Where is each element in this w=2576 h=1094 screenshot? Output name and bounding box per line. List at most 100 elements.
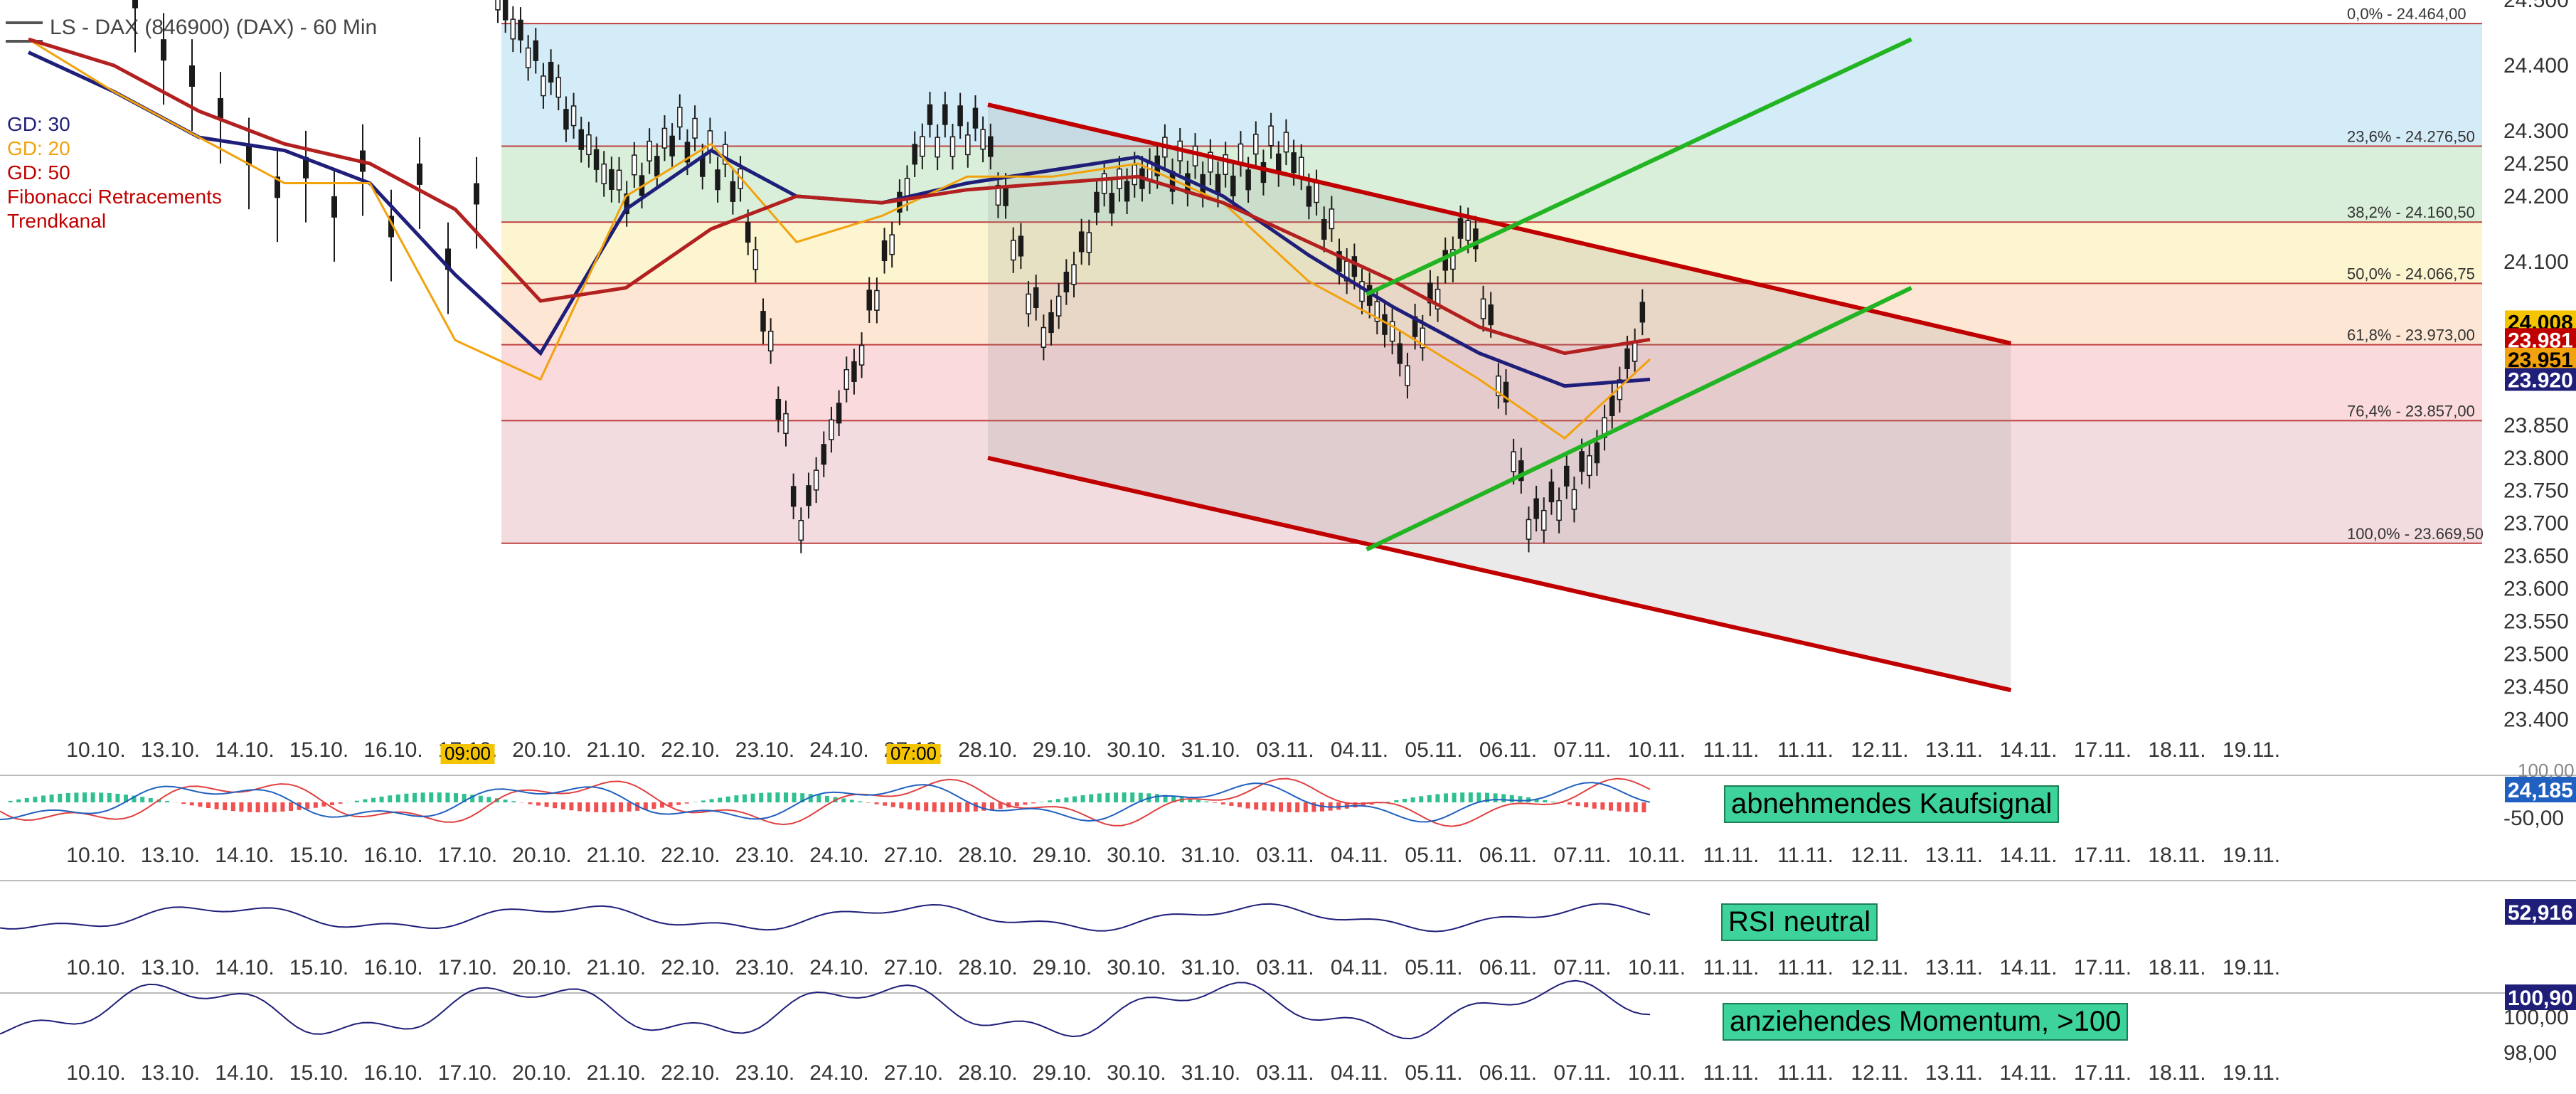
y-tick-label: 23.750 (2503, 479, 2569, 503)
macd-histogram-bar (65, 792, 70, 802)
macd-histogram-bar (454, 793, 458, 802)
x-tick-label: 13.10. (141, 844, 200, 867)
x-tick-label: 05.11. (1405, 844, 1462, 867)
x-tick-label: 22.10. (661, 738, 720, 762)
macd-histogram-bar (1048, 800, 1053, 802)
x-tick-label: 11.11. (1777, 738, 1833, 762)
candle-body (995, 184, 1001, 206)
candle-body (1359, 281, 1365, 302)
x-tick-label: 14.10. (215, 738, 274, 762)
x-tick-label: 22.10. (661, 1061, 720, 1085)
macd-histogram-bar (1097, 793, 1102, 802)
x-tick-label: 30.10. (1107, 738, 1166, 762)
candle-body (821, 444, 827, 465)
macd-histogram-bar (1633, 802, 1638, 812)
macd-histogram-bar (1270, 802, 1275, 812)
macd-histogram-bar (198, 802, 203, 807)
macd-histogram-bar (883, 802, 888, 806)
candle-body (1086, 232, 1092, 253)
macd-histogram-bar (486, 797, 491, 802)
candle-body (874, 290, 880, 311)
x-tick-label: 14.11. (1999, 1061, 2057, 1085)
time-highlight (886, 744, 941, 764)
candle-body (692, 117, 698, 139)
candle-body (1450, 249, 1456, 270)
x-tick-label: 07.11. (1553, 844, 1611, 867)
x-tick-label: 10.11. (1628, 738, 1686, 762)
indicator-tag (2505, 984, 2576, 1010)
trend-line-support (1366, 285, 1912, 552)
x-tick-label: 03.11. (1256, 738, 1314, 762)
x-tick-label: 17.10. (438, 844, 497, 867)
candle-body (502, 0, 509, 21)
macd-histogram-bar (528, 802, 533, 804)
macd-histogram-bar (1155, 794, 1159, 802)
x-tick-label: 07.11. (1553, 956, 1611, 979)
macd-histogram-bar (1245, 802, 1250, 809)
macd-histogram-bar (148, 798, 153, 802)
macd-histogram-bar (1023, 802, 1028, 805)
x-tick-label: 21.10. (587, 738, 646, 762)
macd-histogram-bar (743, 794, 747, 802)
candle-body (518, 19, 523, 41)
x-tick-label: 16.10. (363, 738, 422, 762)
macd-histogram-bar (74, 792, 79, 802)
candle-body (1397, 343, 1403, 364)
macd-histogram-bar (1468, 792, 1473, 802)
macd-histogram-bar (248, 802, 252, 812)
candle-body (669, 135, 675, 156)
macd-histogram-bar (578, 802, 582, 812)
macd-histogram-bar (701, 800, 706, 802)
macd-histogram-bar (388, 795, 393, 802)
candle-body (1420, 327, 1426, 349)
macd-histogram-bar (981, 802, 986, 811)
macd-histogram-bar (825, 795, 829, 802)
moving-average-line (28, 37, 1651, 356)
macd-histogram-bar (1609, 802, 1613, 811)
x-tick-label: 28.10. (958, 956, 1017, 979)
x-tick-label: 14.11. (1999, 844, 2057, 867)
candle-body (783, 413, 789, 434)
macd-histogram-bar (272, 802, 277, 812)
indicator-line (0, 903, 1651, 933)
candle-body (881, 240, 888, 261)
candle-body (388, 216, 394, 238)
macd-histogram-bar (1279, 802, 1283, 812)
macd-histogram-bar (107, 792, 112, 802)
x-tick-label: 14.11. (1999, 738, 2057, 762)
candle-body (586, 134, 592, 156)
candle-body (541, 75, 546, 97)
macd-histogram-bar (462, 794, 467, 802)
candle-body (1389, 321, 1395, 342)
x-tick-label: 05.11. (1405, 956, 1462, 979)
macd-histogram-bar (1485, 792, 1489, 802)
candle-body (189, 65, 195, 87)
macd-histogram-bar (627, 802, 632, 812)
candle-body (730, 181, 736, 202)
x-tick-label: 12.11. (1851, 1061, 1908, 1085)
macd-histogram-bar (841, 798, 846, 802)
indicator-tag-label: 100,90 (2508, 987, 2573, 1010)
candle-body (1208, 152, 1213, 173)
y-tick-label: 24.250 (2503, 152, 2569, 176)
macd-histogram-bar (1435, 794, 1440, 802)
macd-histogram-bar (24, 797, 29, 802)
x-tick-label: 11.11. (1703, 956, 1760, 979)
macd-histogram-bar (957, 802, 962, 812)
legend-entry: Trendkanal (7, 210, 107, 232)
x-tick-label: 13.11. (1925, 1061, 1983, 1085)
x-tick-label: 10.11. (1628, 844, 1686, 867)
macd-histogram-bar (1138, 792, 1143, 802)
y-tick-label: 23.450 (2503, 676, 2569, 699)
x-tick-label: 05.11. (1405, 738, 1462, 762)
candle-body (1094, 191, 1100, 213)
candle-body (1571, 489, 1577, 510)
candle-body (654, 156, 660, 177)
macd-histogram-bar (1055, 799, 1060, 802)
x-tick-label: 21.10. (587, 1061, 646, 1085)
menu-icon[interactable] (6, 21, 43, 43)
x-tick-label: 11.11. (1777, 1061, 1833, 1085)
macd-histogram-bar (511, 801, 516, 802)
macd-histogram-bar (90, 792, 95, 802)
x-tick-label: 24.10. (809, 1061, 868, 1085)
